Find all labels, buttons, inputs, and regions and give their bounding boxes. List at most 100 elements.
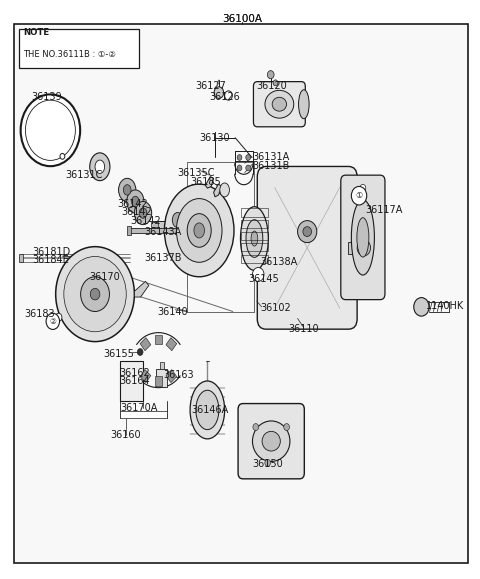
- Circle shape: [253, 424, 259, 431]
- Bar: [241, 232, 268, 240]
- Ellipse shape: [176, 199, 222, 262]
- Text: 36170A: 36170A: [120, 403, 158, 413]
- Ellipse shape: [172, 212, 183, 228]
- Text: 36100A: 36100A: [222, 13, 263, 24]
- Ellipse shape: [298, 221, 317, 243]
- Ellipse shape: [119, 178, 136, 201]
- Text: 1140HK: 1140HK: [426, 301, 465, 311]
- Text: 36100A: 36100A: [222, 13, 263, 24]
- Text: 36135C: 36135C: [177, 167, 215, 178]
- Text: 36131A: 36131A: [252, 152, 289, 163]
- Text: 36155: 36155: [104, 349, 134, 360]
- Ellipse shape: [265, 90, 294, 118]
- Ellipse shape: [272, 97, 287, 111]
- Circle shape: [357, 240, 371, 256]
- Circle shape: [137, 349, 143, 356]
- Ellipse shape: [134, 201, 152, 225]
- Circle shape: [252, 267, 264, 281]
- Bar: [166, 338, 177, 351]
- Bar: [155, 376, 162, 386]
- FancyBboxPatch shape: [19, 29, 139, 68]
- Circle shape: [56, 247, 134, 342]
- Ellipse shape: [95, 160, 105, 174]
- Circle shape: [55, 313, 62, 321]
- FancyBboxPatch shape: [238, 404, 304, 479]
- Text: 36170: 36170: [89, 272, 120, 282]
- Ellipse shape: [357, 218, 369, 257]
- Text: ①: ①: [356, 190, 362, 200]
- Polygon shape: [205, 177, 214, 188]
- Ellipse shape: [127, 190, 144, 213]
- Bar: [241, 243, 268, 251]
- Ellipse shape: [351, 200, 374, 275]
- FancyBboxPatch shape: [257, 167, 357, 329]
- Ellipse shape: [240, 207, 268, 270]
- Circle shape: [237, 155, 242, 160]
- Ellipse shape: [90, 153, 110, 181]
- Text: 36160: 36160: [110, 430, 141, 441]
- Ellipse shape: [252, 421, 290, 461]
- Text: 36102: 36102: [260, 303, 291, 313]
- Circle shape: [64, 256, 126, 332]
- Bar: [151, 222, 158, 227]
- Text: 36142: 36142: [121, 207, 152, 218]
- Ellipse shape: [299, 90, 309, 119]
- Bar: [127, 226, 131, 235]
- Text: 36131B: 36131B: [252, 160, 289, 171]
- Circle shape: [351, 186, 367, 205]
- Text: 36127: 36127: [196, 80, 227, 91]
- Ellipse shape: [303, 227, 312, 237]
- Ellipse shape: [123, 185, 131, 195]
- Ellipse shape: [251, 231, 258, 246]
- Circle shape: [46, 313, 60, 329]
- Circle shape: [265, 459, 271, 466]
- Text: 36181D: 36181D: [33, 247, 71, 257]
- Ellipse shape: [262, 431, 280, 451]
- Ellipse shape: [167, 204, 188, 236]
- Ellipse shape: [194, 223, 204, 238]
- FancyBboxPatch shape: [341, 175, 385, 300]
- Bar: [155, 335, 162, 344]
- Bar: [166, 369, 177, 383]
- Text: 36138A: 36138A: [260, 256, 298, 267]
- Text: 36146A: 36146A: [192, 405, 229, 415]
- Circle shape: [414, 298, 429, 316]
- Text: 36131C: 36131C: [65, 170, 103, 180]
- Text: 36150: 36150: [252, 459, 283, 470]
- Bar: [160, 362, 164, 369]
- Text: 36139: 36139: [32, 92, 62, 102]
- Bar: [120, 361, 143, 401]
- Ellipse shape: [132, 196, 139, 207]
- Ellipse shape: [246, 220, 263, 257]
- Bar: [19, 254, 23, 262]
- Text: 36130: 36130: [200, 133, 230, 143]
- Bar: [120, 411, 167, 418]
- Polygon shape: [134, 281, 149, 297]
- Text: 36140: 36140: [157, 306, 188, 317]
- Ellipse shape: [164, 184, 234, 277]
- Ellipse shape: [196, 390, 219, 430]
- Text: 36120: 36120: [256, 80, 287, 91]
- Ellipse shape: [190, 381, 225, 439]
- Text: 36143A: 36143A: [144, 226, 181, 237]
- Text: 36110: 36110: [288, 324, 319, 334]
- Polygon shape: [214, 184, 222, 197]
- Circle shape: [246, 155, 251, 160]
- Text: 36145: 36145: [249, 274, 279, 284]
- Text: 36142: 36142: [118, 199, 148, 209]
- Circle shape: [60, 153, 65, 159]
- Text: 36126: 36126: [209, 92, 240, 102]
- Circle shape: [267, 71, 274, 79]
- Bar: [348, 242, 360, 254]
- Text: 36185: 36185: [190, 177, 221, 188]
- Text: 36184E: 36184E: [33, 255, 70, 265]
- Text: THE NO.36111B : ①-②: THE NO.36111B : ①-②: [23, 50, 116, 59]
- Ellipse shape: [187, 214, 211, 247]
- Bar: [140, 338, 151, 351]
- Bar: [140, 369, 151, 383]
- Text: 36137B: 36137B: [144, 252, 182, 263]
- Text: NOTE: NOTE: [23, 28, 49, 37]
- Text: 36164: 36164: [119, 376, 150, 386]
- Text: 36162: 36162: [119, 368, 150, 378]
- Bar: [154, 221, 185, 230]
